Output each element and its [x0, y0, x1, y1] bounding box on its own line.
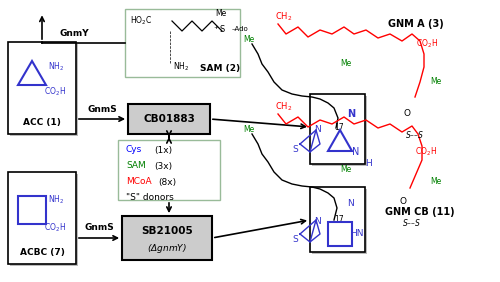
- Text: N: N: [347, 109, 355, 119]
- Text: Me: Me: [215, 10, 226, 19]
- Text: 17: 17: [334, 122, 344, 131]
- Text: ACC (1): ACC (1): [23, 118, 61, 127]
- Text: Me: Me: [340, 60, 351, 69]
- Text: GnmS: GnmS: [87, 105, 117, 113]
- Bar: [312, 189, 367, 254]
- Text: SAM (2): SAM (2): [200, 65, 240, 74]
- Text: "S" donors: "S" donors: [126, 193, 174, 202]
- Bar: [312, 96, 367, 166]
- Bar: [125, 9, 240, 77]
- Text: CH$_2$: CH$_2$: [275, 11, 292, 23]
- Text: CB01883: CB01883: [143, 114, 195, 124]
- Text: (1x): (1x): [154, 146, 172, 155]
- Text: Cys: Cys: [126, 146, 142, 155]
- Text: 17: 17: [334, 215, 344, 224]
- Bar: [10, 44, 78, 136]
- Bar: [128, 104, 210, 134]
- Text: S: S: [292, 146, 298, 155]
- Text: (3x): (3x): [154, 162, 172, 171]
- Bar: [10, 174, 78, 266]
- Text: GNM A (3): GNM A (3): [388, 19, 444, 29]
- Text: NH$_2$: NH$_2$: [48, 61, 64, 73]
- Text: CH$_2$: CH$_2$: [275, 101, 292, 113]
- Text: N: N: [314, 125, 321, 135]
- Text: $S$––$S$: $S$––$S$: [402, 217, 421, 228]
- Text: MCoA: MCoA: [126, 177, 152, 186]
- Text: GNM CB (11): GNM CB (11): [385, 207, 454, 217]
- Bar: [310, 187, 365, 252]
- Text: N: N: [352, 147, 360, 157]
- Bar: [310, 94, 365, 164]
- Text: O: O: [403, 109, 410, 118]
- Text: CO$_2$H: CO$_2$H: [44, 222, 66, 234]
- Text: $^+$S: $^+$S: [212, 23, 226, 35]
- Text: SB21005: SB21005: [141, 226, 193, 235]
- Text: $S$––$S$: $S$––$S$: [405, 129, 424, 140]
- Bar: [8, 172, 76, 264]
- Text: Me: Me: [340, 166, 351, 175]
- Text: GnmY: GnmY: [60, 30, 90, 39]
- Text: HO$_2$C: HO$_2$C: [130, 15, 152, 27]
- Text: Me: Me: [243, 36, 254, 45]
- Text: (Δ$gnmY$): (Δ$gnmY$): [147, 242, 187, 255]
- Text: CO$_2$H: CO$_2$H: [416, 38, 438, 50]
- Text: H: H: [365, 160, 372, 169]
- Bar: [8, 42, 76, 134]
- Text: O: O: [400, 197, 407, 206]
- Bar: [118, 140, 220, 200]
- Text: CO$_2$H: CO$_2$H: [415, 146, 437, 158]
- Bar: [122, 216, 212, 260]
- Text: NH$_2$: NH$_2$: [173, 61, 189, 73]
- Text: S: S: [292, 235, 298, 244]
- Text: NH$_2$: NH$_2$: [48, 194, 64, 206]
- Text: Me: Me: [430, 78, 442, 87]
- Text: CO$_2$H: CO$_2$H: [44, 86, 66, 98]
- Text: Me: Me: [430, 177, 442, 186]
- Text: (8x): (8x): [158, 177, 176, 186]
- Text: Me: Me: [243, 125, 254, 135]
- Text: N: N: [314, 217, 321, 226]
- Text: GnmS: GnmS: [84, 224, 114, 232]
- Text: –Ado: –Ado: [232, 26, 249, 32]
- Text: SAM: SAM: [126, 162, 146, 171]
- Text: N: N: [347, 199, 354, 208]
- Text: ACBC (7): ACBC (7): [20, 248, 64, 257]
- Text: HN: HN: [350, 230, 364, 239]
